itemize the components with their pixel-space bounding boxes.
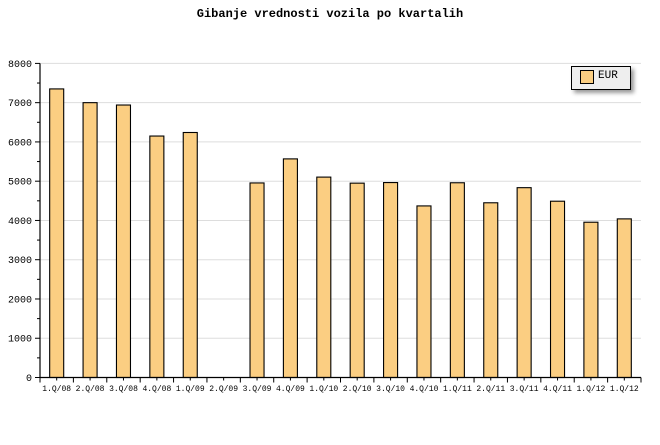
svg-text:5000: 5000 bbox=[8, 178, 32, 189]
svg-text:1.Q/12: 1.Q/12 bbox=[577, 385, 606, 394]
svg-text:4000: 4000 bbox=[8, 217, 32, 228]
svg-text:1.Q/11: 1.Q/11 bbox=[443, 385, 472, 394]
svg-text:1.Q/10: 1.Q/10 bbox=[309, 385, 338, 394]
svg-text:1.Q/08: 1.Q/08 bbox=[42, 385, 71, 394]
svg-text:2.Q/09: 2.Q/09 bbox=[209, 385, 238, 394]
svg-text:3.Q/10: 3.Q/10 bbox=[376, 385, 405, 394]
svg-text:3.Q/09: 3.Q/09 bbox=[243, 385, 272, 394]
svg-text:1.Q/09: 1.Q/09 bbox=[176, 385, 205, 394]
svg-text:1000: 1000 bbox=[8, 335, 32, 346]
svg-text:1.Q/12: 1.Q/12 bbox=[610, 385, 639, 394]
svg-text:3.Q/08: 3.Q/08 bbox=[109, 385, 138, 394]
svg-text:4.Q/10: 4.Q/10 bbox=[410, 385, 439, 394]
svg-text:2.Q/10: 2.Q/10 bbox=[343, 385, 372, 394]
svg-text:4.Q/09: 4.Q/09 bbox=[276, 385, 305, 394]
svg-text:4.Q/11: 4.Q/11 bbox=[543, 385, 572, 394]
svg-text:7000: 7000 bbox=[8, 99, 32, 110]
svg-text:4.Q/08: 4.Q/08 bbox=[142, 385, 171, 394]
svg-text:3.Q/11: 3.Q/11 bbox=[510, 385, 539, 394]
svg-text:2.Q/11: 2.Q/11 bbox=[476, 385, 505, 394]
svg-text:0: 0 bbox=[26, 374, 32, 385]
svg-text:2.Q/08: 2.Q/08 bbox=[76, 385, 105, 394]
svg-text:6000: 6000 bbox=[8, 138, 32, 149]
svg-text:3000: 3000 bbox=[8, 256, 32, 267]
svg-text:8000: 8000 bbox=[8, 60, 32, 71]
svg-text:2000: 2000 bbox=[8, 295, 32, 306]
